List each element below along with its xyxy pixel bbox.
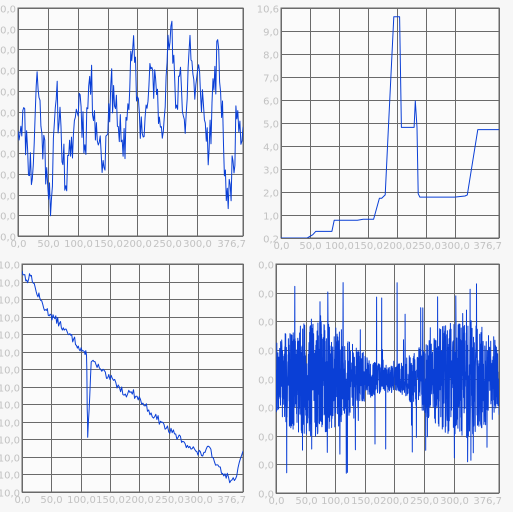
y-tick-label: 1,0 — [263, 212, 279, 223]
y-tick-label: 0,0 — [0, 171, 16, 182]
y-tick-label: 10,0 — [0, 296, 20, 307]
x-tick-label: 150,0 — [354, 241, 383, 252]
y-tick-label: 0,0 — [258, 290, 274, 301]
y-tick-label: 0,0 — [0, 26, 16, 37]
y-tick-label: 10,0 — [0, 261, 20, 272]
x-tick-label: 100,0 — [64, 239, 93, 250]
y-tick-label: 0,0 — [0, 67, 16, 78]
x-tick-label: 300,0 — [440, 496, 469, 507]
x-tick-label: 0,0 — [269, 496, 285, 507]
x-tick-label: 250,0 — [155, 495, 184, 506]
x-tick-label: 250,0 — [410, 496, 439, 507]
x-tick-label: 376,7 — [473, 496, 502, 507]
x-tick-label: 100,0 — [325, 241, 354, 252]
x-tick-label: 50,0 — [295, 496, 317, 507]
y-tick-label: 0,0 — [258, 261, 274, 272]
y-tick-label: 0,0 — [0, 88, 16, 99]
y-tick-label: 10,0 — [0, 314, 20, 325]
x-tick-label: 200,0 — [383, 241, 412, 252]
x-tick-label: 376,7 — [473, 241, 502, 252]
series-line — [22, 270, 243, 484]
y-tick-label: 10,0 — [0, 401, 20, 412]
y-tick-label: 0,0 — [258, 490, 274, 501]
y-tick-label: 0,0 — [0, 212, 16, 223]
x-tick-label: 150,0 — [96, 495, 125, 506]
x-tick-label: 250,0 — [412, 241, 441, 252]
chart-panel-1: 0,0 50,0 100,0 150,0 200,0 250,0 300,0 376,7 0,0… — [0, 5, 246, 251]
y-tick-label: 7,0 — [263, 74, 279, 85]
y-tick-label: 0,0 — [258, 376, 274, 387]
y-tick-label: 10,0 — [0, 279, 20, 290]
y-tick-label: 0,0 — [0, 233, 16, 244]
chart-panel-4: 0,0 50,0 100,0 150,0 200,0 250,0 300,0 376,7 0,0… — [258, 261, 502, 508]
chart-panel-3: 0,0 50,0 100,0 150,0 200,0 250,0 300,0 376,7 10,… — [0, 261, 246, 507]
y-tick-label: 10,0 — [0, 384, 20, 395]
y-tick-label: 0,0 — [0, 109, 16, 120]
y-tick-label: 2,0 — [263, 189, 279, 200]
x-tick-label: 50,0 — [40, 495, 62, 506]
chart-panel-2: 0,0 50,0 100,0 150,0 200,0 250,0 300,0 376,7 0,2… — [257, 5, 502, 253]
x-tick-label: 50,0 — [37, 239, 59, 250]
x-tick-label: 376,7 — [217, 495, 246, 506]
x-tick-label: 200,0 — [125, 495, 154, 506]
y-tick-label: 0,2 — [263, 235, 279, 246]
x-tick-label: 200,0 — [123, 239, 152, 250]
y-tick-label: 10,0 — [0, 366, 20, 377]
x-tick-label: 150,0 — [351, 496, 380, 507]
y-tick-label: 10,0 — [0, 436, 20, 447]
y-tick-label: 10,6 — [257, 5, 279, 16]
y-tick-label: 4,0 — [263, 143, 279, 154]
y-tick-label: 10,0 — [0, 349, 20, 360]
y-tick-label: 0,0 — [258, 404, 274, 415]
y-tick-label: 0,0 — [0, 150, 16, 161]
x-tick-label: 150,0 — [94, 239, 123, 250]
x-tick-label: 100,0 — [67, 495, 96, 506]
x-tick-label: 0,0 — [11, 239, 27, 250]
x-tick-label: 0,0 — [15, 495, 31, 506]
x-tick-label: 250,0 — [153, 239, 182, 250]
x-tick-label: 376,7 — [217, 239, 246, 250]
x-tick-label: 200,0 — [380, 496, 409, 507]
series-line — [281, 16, 499, 238]
series-line — [276, 282, 499, 474]
y-tick-label: 10,0 — [0, 471, 20, 482]
y-tick-label: 0,0 — [258, 461, 274, 472]
y-tick-label: 10,0 — [0, 331, 20, 342]
y-tick-label: 9,0 — [263, 28, 279, 39]
y-tick-label: 0,0 — [258, 318, 274, 329]
y-tick-label: 10,0 — [0, 454, 20, 465]
x-tick-label: 300,0 — [184, 495, 213, 506]
y-tick-label: 0,0 — [258, 347, 274, 358]
y-tick-label: 0,0 — [0, 129, 16, 140]
y-tick-label: 0,0 — [0, 46, 16, 57]
y-tick-label: 3,0 — [263, 166, 279, 177]
series-line — [18, 20, 243, 217]
x-tick-label: 0,0 — [274, 241, 290, 252]
x-tick-label: 100,0 — [321, 496, 350, 507]
y-tick-label: 8,0 — [263, 51, 279, 62]
plot-area — [21, 263, 244, 493]
y-tick-label: 5,0 — [263, 120, 279, 131]
y-tick-label: 10,0 — [0, 419, 20, 430]
y-tick-label: 6,0 — [263, 97, 279, 108]
y-tick-label: 10,0 — [0, 489, 20, 500]
x-tick-label: 50,0 — [299, 241, 321, 252]
x-tick-label: 300,0 — [441, 241, 470, 252]
y-tick-label: 0,0 — [0, 192, 16, 203]
y-tick-label: 0,0 — [0, 5, 16, 16]
x-tick-label: 300,0 — [183, 239, 212, 250]
y-tick-label: 0,0 — [258, 433, 274, 444]
